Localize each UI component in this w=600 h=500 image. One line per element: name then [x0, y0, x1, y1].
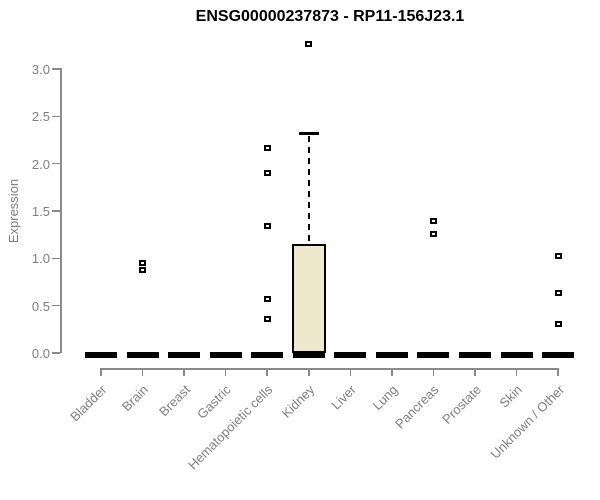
y-tick-label: 0.0	[31, 346, 50, 361]
outlier-point	[429, 230, 437, 237]
median-bar	[209, 352, 242, 358]
x-tick-label: Bladder	[67, 382, 110, 425]
x-tick-mark	[474, 368, 476, 376]
x-tick-label: Lung	[369, 382, 401, 414]
median-bar	[334, 352, 367, 358]
y-tick-mark	[52, 210, 60, 212]
y-tick-label: 3.0	[31, 61, 50, 77]
y-tick-mark	[52, 115, 60, 117]
y-tick-label: 1.5	[31, 203, 50, 219]
x-tick-label: Prostate	[438, 382, 484, 427]
y-tick-mark	[52, 352, 60, 354]
median-bar	[417, 352, 450, 358]
x-tick-label: Kidney	[278, 382, 318, 421]
median-bar	[292, 352, 325, 358]
x-tick-mark	[432, 368, 435, 376]
outlier-point	[263, 315, 271, 322]
y-tick-label: 0.5	[31, 298, 50, 314]
x-tick-mark	[308, 368, 310, 376]
outlier-point	[305, 41, 313, 48]
outlier-point	[263, 223, 271, 230]
x-tick-mark	[391, 368, 393, 376]
x-tick-label: Pancreas	[392, 382, 443, 432]
outlier-point	[263, 145, 271, 152]
median-bar	[126, 352, 159, 358]
outlier-point	[139, 266, 147, 273]
y-tick-label: 2.5	[31, 109, 50, 125]
x-tick-label: Breast	[155, 382, 193, 420]
y-tick-mark	[52, 162, 60, 165]
whisker-dash	[307, 136, 310, 245]
x-tick-mark	[100, 368, 102, 376]
x-tick-label: Brain	[119, 382, 152, 415]
x-tick-mark	[141, 368, 144, 376]
y-tick-mark	[52, 68, 60, 70]
x-tick-label: Gastric	[194, 382, 235, 422]
median-bar	[251, 352, 284, 358]
y-tick-label: 2.0	[31, 156, 50, 172]
outlier-point	[263, 170, 271, 177]
median-bar	[85, 352, 117, 358]
x-tick-mark	[183, 368, 185, 376]
y-tick-mark	[52, 304, 60, 307]
x-tick-label: Unknown / Other	[487, 382, 567, 462]
x-tick-mark	[224, 368, 227, 376]
outlier-point	[554, 290, 562, 297]
y-tick-mark	[52, 257, 60, 260]
x-tick-mark	[557, 368, 559, 376]
chart-title: ENSG00000237873 - RP11-156J23.1	[195, 8, 465, 25]
median-bar	[168, 352, 201, 358]
outlier-point	[139, 260, 147, 267]
box-rect	[291, 244, 326, 353]
outlier-point	[429, 218, 437, 225]
y-axis-line	[60, 68, 62, 353]
y-tick-label: 1.0	[31, 251, 50, 267]
median-bar	[542, 352, 575, 358]
x-tick-mark	[349, 368, 352, 376]
median-bar	[458, 352, 491, 358]
x-tick-label: Skin	[496, 382, 526, 411]
whisker-cap	[298, 132, 319, 135]
outlier-point	[554, 253, 562, 260]
x-axis-line	[100, 368, 559, 370]
outlier-point	[554, 320, 562, 327]
x-tick-label: Liver	[328, 382, 359, 413]
x-tick-mark	[266, 368, 268, 376]
x-tick-mark	[515, 368, 518, 376]
median-bar	[375, 352, 408, 358]
outlier-point	[263, 296, 271, 303]
median-bar	[500, 352, 533, 358]
